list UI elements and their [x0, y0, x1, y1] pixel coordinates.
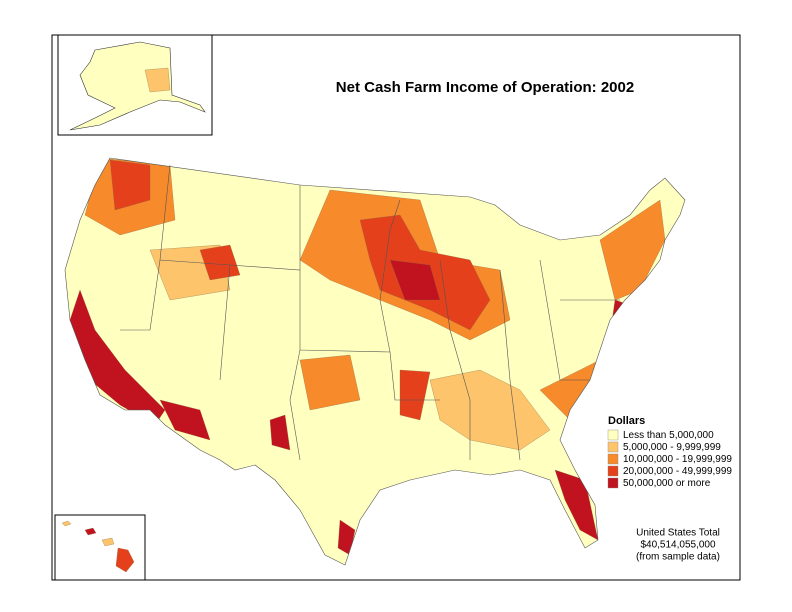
legend-swatch: [607, 441, 619, 453]
contiguous-us: [65, 158, 685, 565]
legend-swatch: [607, 429, 619, 441]
legend-label: Less than 5,000,000: [623, 430, 714, 441]
state-borders: [64, 157, 686, 566]
total-note: (from sample data): [636, 552, 720, 563]
hawaii-island: [115, 547, 135, 573]
region: [109, 159, 151, 211]
legend-label: 20,000,000 - 49,999,999: [623, 466, 732, 477]
us-outline: [64, 157, 686, 566]
frame: [51, 34, 741, 581]
legend-swatch: [607, 453, 619, 465]
hawaii-island: [84, 527, 97, 536]
total-label: United States Total: [636, 528, 720, 539]
map-title: Net Cash Farm Income of Operation: 2002: [336, 79, 634, 96]
legend-title: Dollars: [608, 415, 645, 427]
region: [299, 354, 361, 411]
alaska-region: [144, 67, 171, 93]
legend-label: 10,000,000 - 19,999,999: [623, 454, 732, 465]
legend-swatch: [607, 477, 619, 489]
total-value: $40,514,055,000: [640, 540, 716, 551]
region: [269, 414, 291, 451]
region: [159, 399, 211, 441]
alaska-inset: [57, 34, 213, 136]
state-border: [120, 164, 620, 461]
hawaii-island: [61, 520, 72, 527]
region: [599, 199, 666, 301]
legend-label: 50,000,000 or more: [623, 478, 711, 489]
region: [199, 244, 241, 281]
alaska: [69, 41, 206, 131]
hawaii-island: [101, 537, 115, 547]
region: [389, 259, 441, 301]
region: [429, 369, 551, 451]
legend-swatch: [607, 465, 619, 477]
hawaii-inset: [54, 514, 146, 581]
legend-label: 5,000,000 - 9,999,999: [623, 442, 721, 453]
